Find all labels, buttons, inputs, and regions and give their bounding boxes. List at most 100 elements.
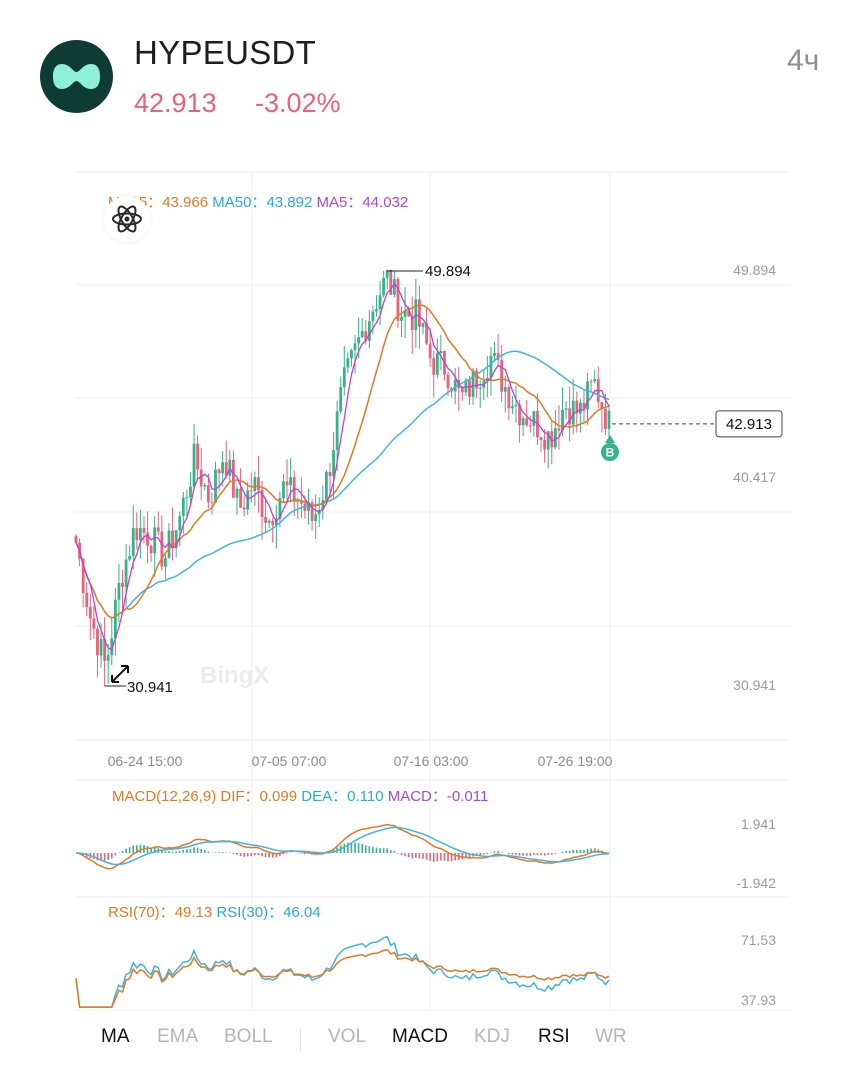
candle-body	[296, 500, 300, 502]
candle-body	[496, 352, 500, 360]
expand-arrows-icon	[111, 665, 129, 683]
candle-body	[568, 408, 572, 425]
candle-body	[446, 374, 450, 389]
candle-body	[493, 352, 496, 356]
candle-body	[357, 337, 360, 344]
candle-body	[353, 343, 357, 351]
candle-body	[153, 527, 157, 554]
candle-body	[271, 520, 275, 526]
candle-body	[203, 485, 207, 487]
candle-body	[189, 486, 192, 498]
candle-body	[425, 322, 428, 344]
candle-body	[103, 639, 107, 661]
candle-body	[289, 477, 293, 486]
rsi30-line	[75, 935, 610, 1008]
tab-vol[interactable]: VOL	[328, 1026, 367, 1047]
tab-boll[interactable]: BOLL	[224, 1026, 273, 1047]
candle-body	[457, 380, 461, 389]
rsi-legend: RSI(70)：49.13 RSI(30)：46.04	[108, 901, 321, 922]
candle-body	[564, 408, 568, 410]
candle-body	[221, 462, 225, 474]
candle-body	[78, 542, 81, 559]
candle-body	[178, 516, 182, 531]
candle-body	[339, 387, 343, 412]
candle-body	[325, 472, 328, 501]
x-axis-label: 07-05 07:00	[252, 753, 327, 769]
buy-marker	[601, 443, 619, 461]
tab-kdj[interactable]: KDJ	[474, 1026, 510, 1047]
candle-body	[500, 359, 504, 392]
candle-body	[335, 411, 339, 451]
candle-body	[278, 498, 282, 519]
candle-body	[443, 350, 446, 375]
candle-body	[88, 606, 92, 619]
candle-body	[124, 559, 128, 588]
candle-body	[600, 402, 604, 409]
candle-body	[428, 343, 432, 359]
y-axis-label: 49.894	[733, 262, 776, 278]
candle-body	[396, 279, 400, 321]
candle-body	[217, 469, 221, 474]
candle-body	[571, 400, 575, 425]
candle-body	[113, 599, 117, 639]
candle-body	[464, 379, 468, 393]
candle-body	[292, 477, 296, 502]
dea-value: 0.110	[347, 788, 384, 805]
candle-body	[146, 532, 149, 546]
candle-body	[578, 402, 582, 414]
indicator-settings-button[interactable]	[104, 196, 150, 242]
watermark: BingX	[200, 662, 269, 689]
candle-body	[410, 316, 414, 330]
candle-body	[253, 477, 257, 491]
candle-body	[539, 437, 543, 440]
tab-ma[interactable]: MA	[101, 1026, 130, 1047]
candle-body	[439, 350, 443, 354]
candle-body	[282, 481, 285, 499]
candle-body	[536, 410, 539, 438]
candle-body	[181, 497, 185, 517]
candle-body	[171, 530, 174, 548]
candle-body	[303, 503, 307, 511]
candle-body	[199, 469, 203, 487]
candle-body	[471, 370, 475, 397]
candle-body	[582, 402, 586, 410]
candle-body	[350, 350, 353, 359]
candle-body	[131, 528, 135, 557]
ma50-value: 43.892	[266, 194, 313, 211]
candle-body	[460, 388, 464, 393]
ma5-label: MA5：	[316, 194, 363, 211]
candle-body	[468, 379, 471, 397]
dif-line	[75, 823, 610, 870]
candle-body	[142, 527, 146, 533]
candle-body	[299, 500, 303, 504]
tab-rsi[interactable]: RSI	[538, 1026, 570, 1047]
tab-macd[interactable]: MACD	[392, 1026, 448, 1047]
candle-body	[561, 409, 564, 431]
ma-legend: MA15：43.966 MA50：43.892 MA5：44.032	[108, 191, 408, 212]
tab-ema[interactable]: EMA	[157, 1026, 199, 1047]
candle-body	[604, 408, 607, 429]
candle-body	[239, 488, 242, 508]
last-price: 42.913	[134, 88, 217, 118]
candle-body	[206, 485, 210, 503]
interval-selector[interactable]: 4ч	[787, 44, 820, 77]
candle-body	[586, 381, 589, 410]
candle-body	[317, 509, 321, 515]
candle-body	[321, 500, 325, 510]
macd-hist-label: MACD：	[387, 788, 447, 805]
candle-body	[478, 387, 482, 389]
ma50-label: MA50：	[212, 194, 267, 211]
candle-body	[314, 514, 318, 522]
candle-body	[521, 418, 525, 426]
y-axis-label: 40.417	[733, 469, 776, 485]
tab-wr[interactable]: WR	[595, 1026, 627, 1047]
candle-body	[92, 618, 96, 629]
candle-body	[435, 353, 439, 375]
candle-body	[74, 536, 78, 543]
price-change-percent: -3.02%	[255, 88, 341, 118]
candle-body	[310, 502, 314, 522]
y-axis-label: 30.941	[733, 677, 776, 693]
candle-body	[328, 472, 332, 477]
candle-body	[267, 520, 271, 523]
dif-label: DIF：	[220, 788, 260, 805]
